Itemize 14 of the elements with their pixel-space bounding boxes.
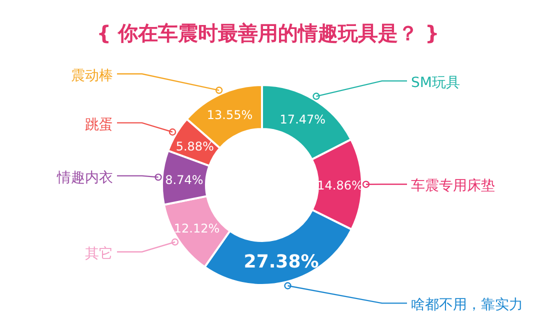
slice-label: 车震专用床垫 [411,178,495,194]
slice-label: 跳蛋 [85,116,113,133]
slice-label: 其它 [85,246,113,262]
slice-label: 情趣内衣 [56,170,113,186]
chart-title: { 你在车震时最善用的情趣玩具是？ } [96,21,440,45]
data-label: 5.88% [176,139,214,154]
slice-label: 震动棒 [71,68,113,84]
data-label: 27.38% [244,252,319,273]
data-label: 12.12% [174,222,220,236]
slice-label: 啥都不用，靠实力 [411,297,523,314]
slice-label: SM玩具 [411,74,460,91]
data-label: 8.74% [165,173,204,188]
data-label: 17.47% [280,112,326,126]
data-label: 13.55% [206,108,253,122]
